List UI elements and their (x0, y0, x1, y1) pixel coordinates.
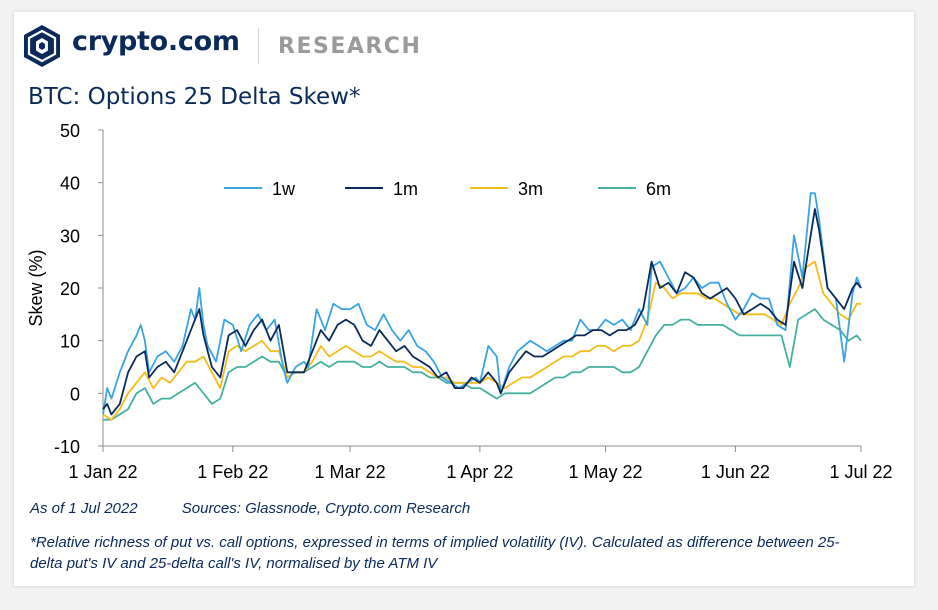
y-tick-label: 40 (60, 174, 80, 194)
legend-label-6m: 6m (646, 179, 671, 199)
x-tick-label: 1 Jun 22 (701, 462, 770, 482)
series-line-6m (103, 308, 862, 421)
sources-note: Sources: Glassnode, Crypto.com Research (181, 500, 471, 517)
x-tick-label: 1 Apr 22 (446, 462, 513, 482)
legend-label-1m: 1m (393, 179, 418, 199)
y-tick-label: 50 (60, 121, 80, 141)
series-line-3m (102, 260, 861, 421)
x-tick-label: 1 May 22 (569, 462, 643, 482)
footnote: *Relative richness of put vs. call optio… (30, 534, 840, 572)
as-of-date: As of 1 Jul 2022 (30, 500, 138, 517)
chart-notes: As of 1 Jul 2022 Sources: Glassnode, Cry… (30, 500, 470, 517)
y-axis-label: Skew (%) (26, 249, 46, 326)
x-tick-label: 1 Feb 22 (197, 462, 268, 482)
series-line-1w (102, 192, 862, 415)
chart-title: BTC: Options 25 Delta Skew* (28, 84, 361, 110)
section-label: RESEARCH (278, 34, 422, 59)
brand-name: crypto.com (72, 26, 240, 57)
legend-label-3m: 3m (518, 179, 543, 199)
crypto-com-logo-icon (24, 25, 60, 67)
y-tick-label: 30 (60, 226, 80, 246)
series-line-1m (102, 208, 862, 416)
y-tick-label: 0 (70, 384, 80, 404)
legend-label-1w: 1w (272, 179, 296, 199)
y-tick-label: -10 (54, 437, 80, 457)
y-tick-label: 20 (60, 279, 80, 299)
x-tick-label: 1 Jan 22 (68, 462, 137, 482)
header-divider (258, 28, 259, 64)
y-tick-label: 10 (60, 332, 80, 352)
x-tick-label: 1 Jul 22 (829, 462, 892, 482)
x-tick-label: 1 Mar 22 (315, 462, 386, 482)
